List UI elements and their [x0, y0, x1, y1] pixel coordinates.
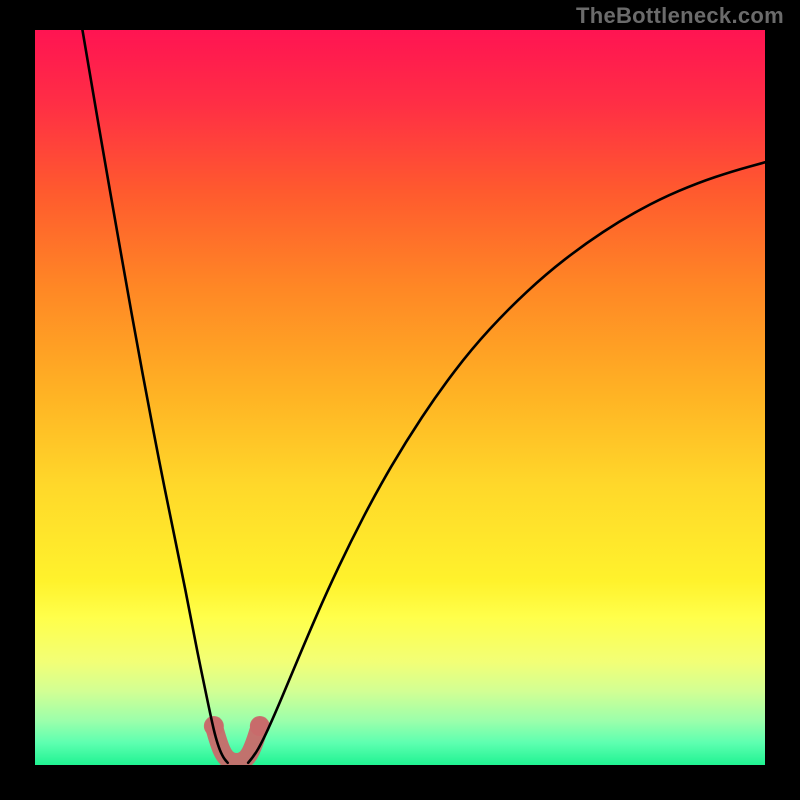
watermark-text: TheBottleneck.com	[576, 3, 784, 29]
bottleneck-chart	[35, 30, 765, 765]
gradient-background	[35, 30, 765, 765]
chart-container: TheBottleneck.com	[0, 0, 800, 800]
